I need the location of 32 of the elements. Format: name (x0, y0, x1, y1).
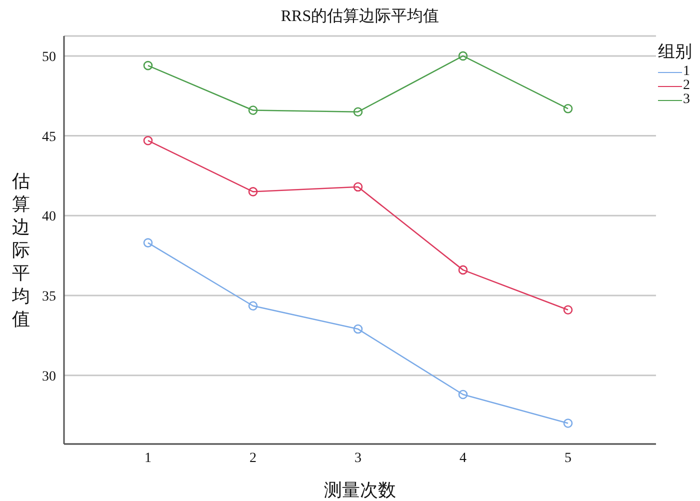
point (248, 301, 258, 311)
point (143, 136, 153, 146)
x-tick-label: 5 (564, 450, 572, 466)
point (458, 265, 468, 275)
point (248, 106, 258, 115)
legend-label: 1 (683, 64, 690, 80)
point (248, 187, 258, 196)
x-tick-label: 2 (250, 450, 256, 466)
legend-title: 组别 (658, 41, 692, 63)
legend-label: 3 (683, 92, 690, 108)
point (353, 182, 363, 192)
x-tick-label: 1 (144, 450, 152, 466)
legend-label: 2 (683, 78, 690, 94)
chart-title: RRS的估算边际平均值 (280, 6, 440, 27)
point (458, 51, 468, 61)
y-tick-label: 40 (42, 210, 56, 225)
point (563, 104, 573, 114)
point (563, 305, 573, 315)
y-tick-label: 35 (42, 289, 56, 304)
y-tick-label: 45 (42, 130, 56, 145)
x-tick-label: 4 (460, 450, 466, 466)
point (143, 60, 153, 70)
point (353, 324, 363, 334)
y-tick-label: 50 (42, 50, 56, 65)
point (563, 418, 573, 428)
y-tick-label: 30 (42, 369, 56, 384)
x-axis-title: 测量次数 (323, 479, 397, 501)
point (458, 390, 468, 400)
x-tick-label: 3 (354, 450, 362, 466)
y-axis-title: 估算边际平均值 (12, 170, 31, 331)
point (353, 107, 363, 116)
point (143, 238, 153, 248)
